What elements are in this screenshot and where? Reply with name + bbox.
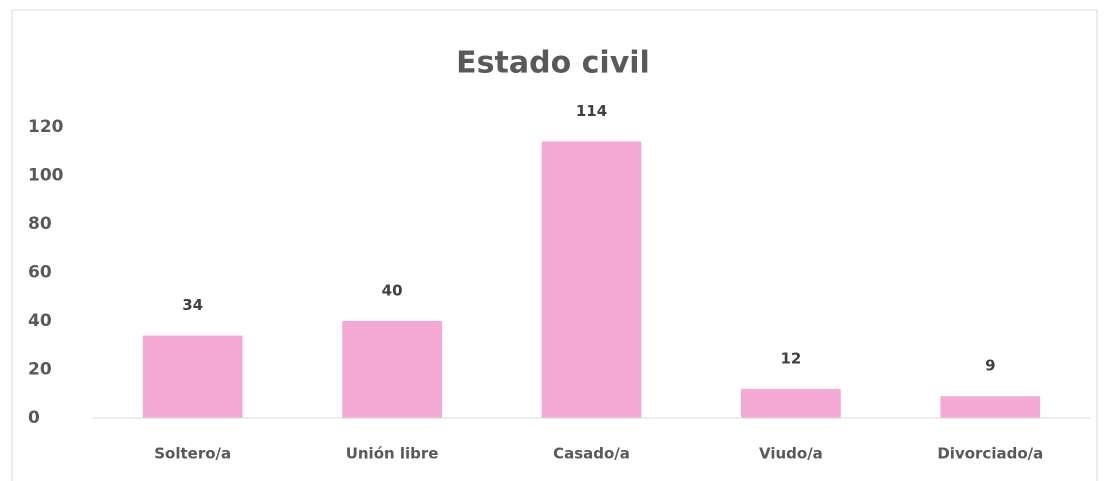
data-label: 114 — [576, 102, 607, 120]
x-tick-label: Viudo/a — [759, 445, 823, 463]
bar — [741, 388, 841, 418]
chart-title: Estado civil — [456, 46, 650, 81]
y-tick-label: 0 — [28, 408, 40, 428]
x-tick-label: Soltero/a — [154, 445, 231, 463]
bar — [142, 335, 243, 418]
y-tick-label: 20 — [28, 360, 52, 380]
x-tick-label: Divorciado/a — [937, 445, 1043, 463]
y-tick-label: 120 — [28, 117, 64, 137]
bar — [342, 321, 442, 418]
y-tick-label: 40 — [28, 311, 52, 331]
y-tick-label: 100 — [28, 166, 64, 186]
data-label: 12 — [780, 349, 801, 367]
data-label: 34 — [182, 296, 203, 314]
y-tick-label: 60 — [28, 263, 52, 283]
bar — [541, 141, 642, 419]
x-tick-label: Unión libre — [346, 445, 439, 463]
data-label: 9 — [985, 357, 995, 375]
data-label: 40 — [382, 282, 403, 300]
y-tick-label: 80 — [28, 214, 52, 234]
bar — [940, 396, 1041, 418]
x-tick-label: Casado/a — [553, 445, 630, 463]
